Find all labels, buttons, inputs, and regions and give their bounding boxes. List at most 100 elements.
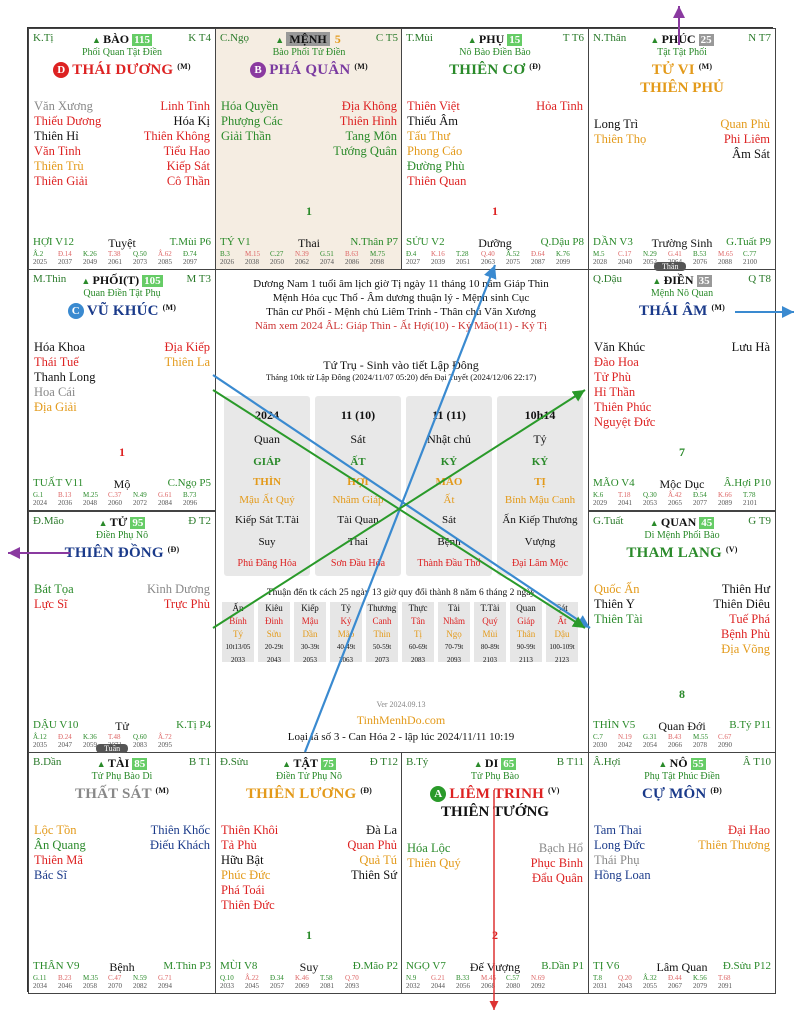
star-item: Tướng Quân bbox=[333, 144, 397, 158]
star-item: Đào Hoa bbox=[594, 355, 639, 369]
palace-thin[interactable]: M.Thìn ▲ PHỐI(T) 105 M T3 Quan Điền Tật Phụ… bbox=[28, 269, 216, 511]
main-star-strength: (M) bbox=[711, 303, 725, 312]
dai-van-label: MÃO V4 bbox=[593, 477, 635, 489]
center-line2: Mệnh Hỏa cục Thổ - Âm dương thuận lý - M… bbox=[272, 292, 530, 304]
palace-relations: Điền Tử Phụ Nô bbox=[275, 771, 343, 782]
site-link[interactable]: TinhMenhDo.com bbox=[356, 713, 446, 727]
age-cell: T.48 bbox=[108, 733, 121, 741]
age-cell: T.18 bbox=[618, 491, 631, 499]
left-stars: Hóa Khoa Thái Tuế Thanh Long Hoa Cái Địa Giả… bbox=[34, 340, 95, 415]
year-row: 2027 2039 2051 2063 2075 2087 2099 bbox=[406, 258, 584, 266]
year-cell: 2024 bbox=[33, 499, 47, 507]
palace-header: G.Tuất ▲ QUAN 45 G T9 bbox=[593, 515, 771, 529]
age-cell: C.27 bbox=[270, 250, 284, 258]
age-cell: Â.72 bbox=[158, 733, 172, 741]
star-item: Thiên Tài bbox=[594, 612, 643, 626]
palace-score: 15 bbox=[507, 34, 523, 46]
age-cell: G.31 bbox=[643, 733, 657, 741]
palace-cycle: TỊ V6 Lâm Quan Đ.Sửu P12 bbox=[593, 960, 771, 974]
palace-can-chi: B.Tý bbox=[406, 756, 429, 768]
palace-title: TẬT bbox=[293, 756, 318, 770]
main-star: THAM LANG (V) bbox=[589, 545, 775, 562]
dai-van-cell: 2123 bbox=[555, 656, 569, 664]
dai-van-cell: Canh bbox=[372, 616, 392, 626]
center-title: Tứ Trụ - Sinh vào tiết Lập Đông bbox=[323, 358, 479, 372]
dai-van-title: Thuận đến tk cách 25 ngày 13 giờ quy đổi… bbox=[266, 588, 536, 598]
age-cell: G.61 bbox=[158, 491, 172, 499]
trang-sinh-label: Đế Vượng bbox=[469, 960, 521, 974]
year-cell: 2048 bbox=[83, 499, 97, 507]
main-star-name: VŨ KHÚC bbox=[86, 303, 159, 319]
palace-can-chi: B.Dần bbox=[33, 756, 62, 768]
age-cell: Â.52 bbox=[506, 250, 520, 258]
palace-mui[interactable]: T.Mùi ▲ PHỤ 15 T T6 Nô Bào Điền Bào THIÊN CƠ… bbox=[401, 28, 589, 270]
palace-hoi[interactable]: Â.Hợi ▲ NÔ 55 Â T10 Phụ Tật Phúc Điền CỰ MÔN… bbox=[588, 752, 776, 994]
dai-van-col: Quan Giáp Thân 90-99t 2113 bbox=[510, 602, 542, 664]
age-cell: N.39 bbox=[295, 250, 309, 258]
star-item: Thiên Đức bbox=[221, 898, 275, 912]
pillar-c: THÌN bbox=[252, 476, 282, 488]
palace-cycle: SỬU V2 Dưỡng Q.Dậu P8 bbox=[406, 236, 584, 250]
year-cell: 2097 bbox=[183, 258, 197, 266]
palace-score: 45 bbox=[699, 517, 715, 529]
palace-header: Đ.Mão ▲ TỬ 95 Đ T2 bbox=[33, 515, 211, 529]
palace-score: 25 bbox=[698, 34, 714, 46]
year-cell: 2083 bbox=[133, 741, 147, 749]
main-star-badge: A bbox=[430, 786, 447, 802]
palace-ty[interactable]: B.Tý ▲ DI 65 B T11 Tử Phụ Bào A LIÊM TRINH (V… bbox=[401, 752, 589, 994]
age-cell: Q.40 bbox=[481, 250, 495, 258]
age-cell: M.45 bbox=[481, 974, 496, 982]
main-star-name: TỬ VI bbox=[651, 62, 695, 78]
year-cell: 2041 bbox=[618, 499, 632, 507]
palace-period: Đ.Mão P2 bbox=[352, 960, 398, 972]
year-cell: 2082 bbox=[133, 982, 147, 990]
year-cell: 2095 bbox=[158, 741, 172, 749]
dai-van-cell: 90-99t bbox=[516, 643, 536, 651]
star-item: Long Trì bbox=[594, 117, 639, 131]
dai-van-cell: 60-69t bbox=[408, 643, 428, 651]
age-cell: B.33 bbox=[456, 974, 470, 982]
trang-sinh-label: Tuyệt bbox=[108, 236, 136, 250]
triangle-icon: ▲ bbox=[91, 35, 104, 45]
palace-header: M.Thìn ▲ PHỐI(T) 105 M T3 bbox=[33, 273, 211, 287]
star-item: Thái Tuế bbox=[34, 355, 79, 369]
palace-can-chi: G.Tuất bbox=[593, 515, 624, 527]
main-star-strength: (M) bbox=[354, 62, 368, 71]
star-item: Trực Phù bbox=[163, 597, 210, 611]
pillar-b: KỶ bbox=[440, 456, 458, 468]
year-cell: 2100 bbox=[743, 258, 757, 266]
palace-can-chi: Â.Hợi bbox=[593, 756, 621, 768]
year-cell: 2094 bbox=[158, 982, 172, 990]
palace-mao[interactable]: Đ.Mão ▲ TỬ 95 Đ T2 Điền Phụ Nô THIÊN ĐỒNG (Đ… bbox=[28, 511, 216, 753]
palace-name: ▲ QUAN 45 bbox=[593, 515, 771, 530]
pillar-e: Sát bbox=[441, 514, 457, 526]
pillar-e: Tài Quan bbox=[337, 514, 379, 526]
star-item: Lưu Hà bbox=[731, 340, 770, 354]
dai-van-table: Thuận đến tk cách 25 ngày 13 giờ quy đổi… bbox=[222, 588, 580, 668]
center-panel: Dương Nam 1 tuổi âm lịch giờ Tị ngày 11 … bbox=[214, 268, 588, 753]
year-cell: 2027 bbox=[406, 258, 420, 266]
trang-sinh-label: Trường Sinh bbox=[651, 236, 713, 250]
palace-score: 95 bbox=[130, 517, 146, 529]
star-item: Đà La bbox=[366, 823, 397, 837]
star-item: Tả Phù bbox=[221, 838, 257, 852]
dai-van-col: Thực Tân Tị 60-69t 2083 bbox=[402, 602, 434, 664]
palace-suu[interactable]: Đ.Sửu ▲ TẬT 75 Đ T12 Điền Tử Phụ Nô THIÊN LƯ… bbox=[215, 752, 403, 994]
palace-footer: THÂN V9 Bệnh M.Thìn P3 G.11 B.23 M.35 C.47 N.59… bbox=[33, 960, 211, 990]
palace-tuat[interactable]: G.Tuất ▲ QUAN 45 G T9 Di Mệnh Phối Bào THAM … bbox=[588, 511, 776, 753]
star-item: Bạch Hổ bbox=[538, 841, 583, 855]
palace-dan[interactable]: B.Dần ▲ TÀI 85 B T1 Tử Phụ Bào Di THẤT SÁT (… bbox=[28, 752, 216, 994]
star-item: Tiểu Hao bbox=[163, 144, 210, 158]
palace-name: ▲ PHỤ 15 bbox=[406, 32, 584, 47]
dai-van-cell: Giáp bbox=[517, 616, 535, 626]
palace-name: ▲ PHỐI(T) 105 bbox=[33, 273, 211, 288]
year-cell: 2032 bbox=[406, 982, 420, 990]
year-cell: 2096 bbox=[183, 499, 197, 507]
year-cell: 2081 bbox=[320, 982, 334, 990]
star-item: Đẩu Quân bbox=[531, 871, 583, 885]
age-cell: G.1 bbox=[33, 491, 44, 499]
dai-van-col: Thương Canh Thìn 50-59t 2073 bbox=[366, 602, 398, 664]
star-item: Địa Không bbox=[341, 99, 397, 113]
